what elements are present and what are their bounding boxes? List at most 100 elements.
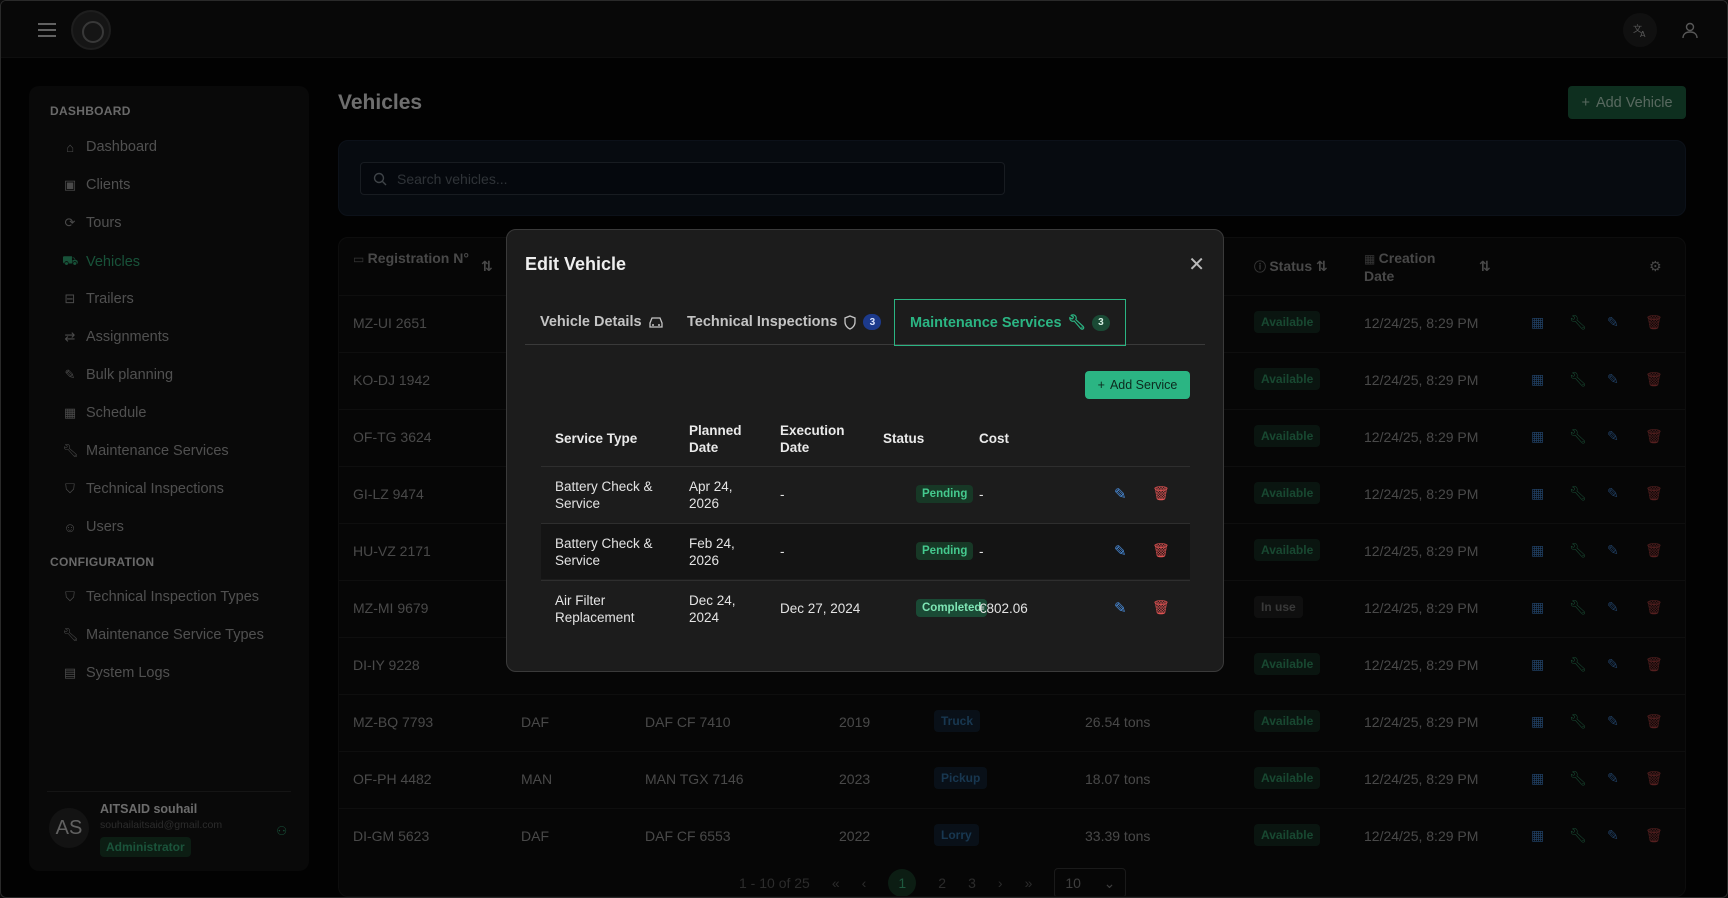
last-page-icon[interactable]: » bbox=[1024, 875, 1033, 891]
edit-icon[interactable]: ✎ bbox=[1607, 827, 1619, 843]
sidebar-item-tours[interactable]: ⟳ Tours bbox=[62, 215, 122, 231]
sidebar-item-label: Tours bbox=[86, 215, 122, 231]
first-page-icon[interactable]: « bbox=[831, 875, 840, 891]
calendar-icon[interactable]: ▦ bbox=[1531, 542, 1545, 558]
column-status[interactable]: ⓘ Status ⇅ bbox=[1254, 258, 1328, 274]
calendar-icon[interactable]: ▦ bbox=[1531, 713, 1545, 729]
edit-icon[interactable]: ✎ bbox=[1114, 600, 1127, 617]
sidebar-item-system-logs[interactable]: ▤ System Logs bbox=[62, 665, 170, 681]
wrench-icon[interactable]: 🔧︎ bbox=[1569, 428, 1587, 444]
tab-technical-inspections[interactable]: Technical Inspections 3 bbox=[672, 299, 896, 345]
close-icon[interactable]: ✕ bbox=[1188, 254, 1205, 276]
edit-icon[interactable]: ✎ bbox=[1607, 428, 1619, 444]
trash-icon[interactable]: 🗑︎ bbox=[1645, 713, 1663, 729]
trash-icon[interactable]: 🗑︎ bbox=[1645, 428, 1663, 444]
table-row[interactable]: DI-GM 5623 DAF DAF CF 6553 2022 Lorry 33.39 t… bbox=[339, 808, 1685, 865]
page-button[interactable]: 1 bbox=[888, 869, 917, 896]
wrench-icon[interactable]: 🔧︎ bbox=[1569, 542, 1587, 558]
trash-icon[interactable]: 🗑︎ bbox=[1152, 599, 1170, 615]
calendar-icon[interactable]: ▦ bbox=[1531, 827, 1545, 843]
column-creation-date-label: Creation Date bbox=[1364, 250, 1436, 284]
trash-icon[interactable]: 🗑︎ bbox=[1645, 599, 1663, 615]
calendar-icon[interactable]: ▦ bbox=[1531, 371, 1545, 387]
wrench-icon[interactable]: 🔧︎ bbox=[1569, 314, 1587, 330]
tab-vehicle-details[interactable]: Vehicle Details bbox=[525, 299, 679, 345]
trash-icon[interactable]: 🗑︎ bbox=[1645, 770, 1663, 786]
creation-date-cell: 12/24/25, 8:29 PM bbox=[1364, 828, 1479, 844]
sidebar-item-assignments[interactable]: ⇄ Assignments bbox=[62, 329, 169, 345]
table-row[interactable]: MZ-BQ 7793 DAF DAF CF 7410 2019 Truck 26.54 t… bbox=[339, 694, 1685, 751]
trash-icon[interactable]: 🗑︎ bbox=[1645, 371, 1663, 387]
edit-icon[interactable]: ✎ bbox=[1607, 656, 1619, 672]
add-service-button[interactable]: + Add Service bbox=[1085, 371, 1190, 399]
trash-icon[interactable]: 🗑︎ bbox=[1152, 485, 1170, 501]
gear-icon[interactable]: ⚙ bbox=[1649, 258, 1662, 274]
column-registration[interactable]: ▭ Registration N° bbox=[353, 250, 469, 268]
tab-maintenance-services[interactable]: Maintenance Services 🔧︎ 3 bbox=[894, 299, 1126, 346]
trash-icon[interactable]: 🗑︎ bbox=[1645, 485, 1663, 501]
user-icon[interactable] bbox=[1673, 13, 1707, 47]
trash-icon[interactable]: 🗑︎ bbox=[1645, 656, 1663, 672]
wrench-icon[interactable]: 🔧︎ bbox=[1569, 485, 1587, 501]
next-page-icon[interactable]: › bbox=[997, 875, 1003, 891]
registration-cell: MZ-BQ 7793 bbox=[353, 714, 434, 730]
add-vehicle-button[interactable]: + Add Vehicle bbox=[1568, 86, 1686, 119]
trash-icon[interactable]: 🗑︎ bbox=[1645, 827, 1663, 843]
status-badge: Available bbox=[1254, 311, 1321, 333]
sidebar-item-vehicles[interactable]: ⛟ Vehicles bbox=[62, 253, 140, 271]
sidebar-item-users[interactable]: ☺ Users bbox=[62, 519, 124, 535]
wrench-icon[interactable]: 🔧︎ bbox=[1569, 656, 1587, 672]
edit-icon[interactable]: ✎ bbox=[1607, 713, 1619, 729]
wrench-icon[interactable]: 🔧︎ bbox=[1569, 599, 1587, 615]
sidebar-item-trailers[interactable]: ⊟ Trailers bbox=[62, 291, 134, 307]
sidebar-item-schedule[interactable]: ▦ Schedule bbox=[62, 405, 147, 421]
prev-page-icon[interactable]: ‹ bbox=[861, 875, 867, 891]
column-creation-date[interactable]: ▦ Creation Date bbox=[1364, 250, 1454, 285]
edit-icon[interactable]: ✎ bbox=[1607, 599, 1619, 615]
calendar-icon[interactable]: ▦ bbox=[1531, 656, 1545, 672]
app-logo[interactable] bbox=[71, 10, 111, 50]
edit-icon[interactable]: ✎ bbox=[1607, 770, 1619, 786]
sidebar-item-maintenance-services[interactable]: 🔧︎ Maintenance Services bbox=[62, 443, 229, 459]
edit-icon[interactable]: ✎ bbox=[1607, 485, 1619, 501]
page-button[interactable]: 2 bbox=[938, 875, 947, 891]
edit-icon[interactable]: ✎ bbox=[1607, 371, 1619, 387]
sidebar-item-bulk-planning[interactable]: ✎ Bulk planning bbox=[62, 367, 174, 383]
table-row[interactable]: OF-PH 4482 MAN MAN TGX 7146 2023 Pickup 18.07… bbox=[339, 751, 1685, 808]
page-size-select[interactable]: 10 ⌄ bbox=[1054, 868, 1127, 896]
trash-icon[interactable]: 🗑︎ bbox=[1645, 542, 1663, 558]
wrench-icon[interactable]: 🔧︎ bbox=[1569, 713, 1587, 729]
wrench-icon[interactable]: 🔧︎ bbox=[1569, 770, 1587, 786]
sidebar-item-maintenance-service-types[interactable]: 🔧︎ Maintenance Service Types bbox=[62, 627, 264, 643]
page-button[interactable]: 3 bbox=[968, 875, 976, 891]
calendar-icon[interactable]: ▦ bbox=[1531, 485, 1545, 501]
calendar-icon[interactable]: ▦ bbox=[1531, 599, 1545, 615]
creation-date-cell: 12/24/25, 8:29 PM bbox=[1364, 486, 1479, 502]
trash-icon[interactable]: 🗑︎ bbox=[1645, 314, 1663, 330]
edit-icon[interactable]: ✎ bbox=[1114, 543, 1127, 560]
sidebar-item-dashboard[interactable]: ⌂ Dashboard bbox=[62, 139, 157, 155]
sort-icon[interactable]: ⇅ bbox=[481, 258, 493, 274]
wrench-icon[interactable]: 🔧︎ bbox=[1569, 827, 1587, 843]
calendar-icon[interactable]: ▦ bbox=[1531, 428, 1545, 444]
tab-label: Maintenance Services bbox=[910, 314, 1062, 331]
edit-icon[interactable]: ✎ bbox=[1114, 486, 1127, 503]
sidebar-item-technical-inspections[interactable]: ⛉ Technical Inspections bbox=[62, 481, 224, 497]
status-badge: Completed bbox=[916, 599, 988, 617]
edit-icon[interactable]: ✎ bbox=[1607, 314, 1619, 330]
wrench-icon[interactable]: 🔧︎ bbox=[1569, 371, 1587, 387]
calendar-icon[interactable]: ▦ bbox=[1531, 770, 1545, 786]
calendar-icon[interactable]: ▦ bbox=[1531, 314, 1545, 330]
table-row[interactable]: DI-IY 9228 Available 12/24/25, 8:29 PM ▦ 🔧︎ ✎… bbox=[339, 637, 1685, 694]
avatar[interactable]: AS bbox=[49, 808, 89, 848]
trash-icon[interactable]: 🗑︎ bbox=[1152, 542, 1170, 558]
profile-icon[interactable]: ⚇ bbox=[276, 824, 287, 838]
menu-icon[interactable] bbox=[34, 19, 60, 41]
sort-icon[interactable]: ⇅ bbox=[1479, 258, 1491, 274]
model-cell: DAF CF 7410 bbox=[645, 714, 731, 730]
sidebar-item-clients[interactable]: ▣ Clients bbox=[62, 177, 130, 193]
edit-icon[interactable]: ✎ bbox=[1607, 542, 1619, 558]
sidebar-item-technical-inspection-types[interactable]: ⛉ Technical Inspection Types bbox=[62, 589, 259, 605]
search-input[interactable]: Search vehicles... bbox=[360, 162, 1005, 195]
